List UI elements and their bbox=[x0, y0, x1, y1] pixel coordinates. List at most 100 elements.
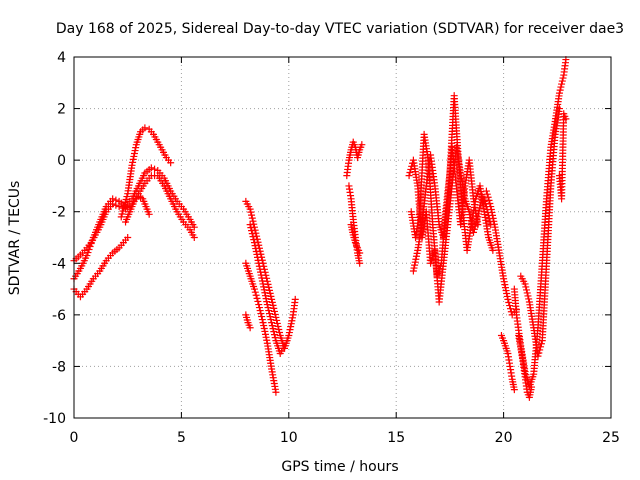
data-point bbox=[251, 288, 259, 296]
data-point bbox=[269, 301, 277, 309]
data-point bbox=[503, 289, 511, 297]
data-point bbox=[502, 287, 510, 295]
data-point bbox=[281, 342, 289, 350]
data-point bbox=[411, 258, 419, 266]
data-point bbox=[266, 289, 274, 297]
data-point bbox=[246, 205, 254, 213]
data-point bbox=[254, 297, 262, 305]
data-point bbox=[525, 295, 533, 303]
data-point bbox=[263, 301, 271, 309]
series-seg1e bbox=[122, 192, 153, 226]
data-point bbox=[275, 328, 283, 336]
data-point bbox=[270, 328, 278, 336]
data-point bbox=[523, 286, 531, 294]
y-tick-label: 0 bbox=[57, 153, 66, 169]
data-point bbox=[466, 211, 474, 219]
data-point bbox=[264, 304, 272, 312]
data-point bbox=[267, 316, 275, 324]
y-tick-label: 2 bbox=[57, 102, 66, 118]
data-point bbox=[259, 280, 267, 288]
data-point bbox=[559, 74, 567, 82]
data-point bbox=[285, 331, 293, 339]
data-point bbox=[556, 86, 564, 94]
data-point bbox=[285, 329, 293, 337]
data-point bbox=[260, 283, 268, 291]
data-point bbox=[145, 210, 153, 218]
data-point bbox=[253, 250, 261, 258]
data-point bbox=[248, 227, 256, 235]
data-point bbox=[358, 141, 366, 149]
data-point bbox=[506, 302, 514, 310]
data-point bbox=[482, 187, 490, 195]
data-point bbox=[246, 324, 254, 332]
data-point bbox=[503, 292, 511, 300]
series-seg5c bbox=[515, 331, 536, 401]
data-point bbox=[410, 264, 418, 272]
data-point bbox=[483, 190, 491, 198]
data-point bbox=[500, 275, 508, 283]
data-point bbox=[287, 323, 295, 331]
data-point bbox=[129, 155, 137, 163]
y-tick-label: -10 bbox=[43, 411, 66, 427]
data-point bbox=[255, 304, 263, 312]
data-point bbox=[268, 298, 276, 306]
data-point bbox=[555, 89, 563, 97]
data-point bbox=[250, 285, 258, 293]
data-point bbox=[490, 220, 498, 228]
data-point bbox=[132, 144, 140, 152]
data-point bbox=[248, 230, 256, 238]
data-point bbox=[190, 234, 198, 241]
data-point bbox=[112, 201, 120, 209]
data-point bbox=[274, 322, 282, 330]
data-point bbox=[86, 243, 94, 251]
data-point bbox=[271, 334, 279, 342]
data-point bbox=[555, 105, 563, 113]
data-point bbox=[258, 313, 266, 321]
data-point bbox=[501, 281, 509, 289]
data-point bbox=[261, 289, 269, 297]
data-point bbox=[266, 313, 274, 321]
data-point bbox=[269, 325, 277, 333]
data-point bbox=[268, 295, 276, 303]
data-point bbox=[131, 147, 139, 155]
data-point bbox=[252, 245, 260, 253]
data-point bbox=[356, 259, 364, 267]
data-point bbox=[409, 267, 417, 275]
data-point bbox=[250, 239, 258, 247]
series-seg1d bbox=[117, 124, 175, 221]
data-point bbox=[261, 330, 269, 338]
data-point bbox=[273, 319, 281, 327]
data-point bbox=[252, 291, 260, 299]
data-point bbox=[263, 298, 271, 306]
data-point bbox=[147, 164, 155, 172]
data-point bbox=[510, 386, 518, 394]
series-seg4e bbox=[497, 331, 518, 394]
data-point bbox=[275, 325, 283, 333]
data-point bbox=[259, 319, 267, 327]
grid bbox=[73, 56, 612, 419]
data-point bbox=[562, 115, 570, 123]
data-point bbox=[128, 161, 136, 169]
data-point bbox=[521, 280, 529, 288]
x-tick-label: 10 bbox=[280, 430, 298, 446]
data-point bbox=[255, 259, 263, 267]
data-point bbox=[115, 203, 123, 211]
plot-frame bbox=[73, 56, 612, 419]
x-tick-label: 15 bbox=[387, 430, 405, 446]
data-point bbox=[487, 206, 495, 214]
data-point bbox=[407, 165, 415, 173]
y-tick-label: -8 bbox=[52, 359, 66, 375]
series-seg2b bbox=[242, 259, 280, 396]
data-point bbox=[287, 320, 295, 328]
data-point bbox=[484, 193, 492, 201]
data-point bbox=[248, 211, 256, 219]
data-points bbox=[70, 56, 570, 401]
chart-title: Day 168 of 2025, Sidereal Day-to-day VTE… bbox=[56, 21, 624, 37]
series-seg2c bbox=[246, 221, 289, 358]
data-point bbox=[504, 295, 512, 303]
data-point bbox=[406, 169, 414, 177]
data-point bbox=[528, 383, 536, 391]
data-point bbox=[501, 284, 509, 292]
x-axis-label: GPS time / hours bbox=[281, 459, 398, 475]
